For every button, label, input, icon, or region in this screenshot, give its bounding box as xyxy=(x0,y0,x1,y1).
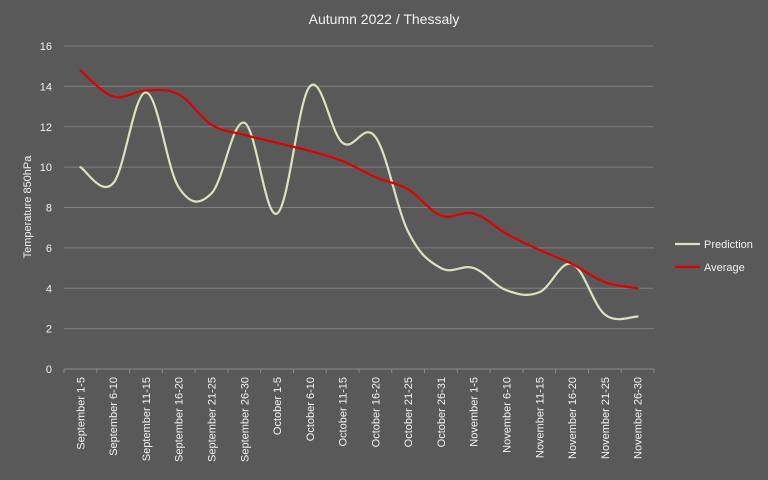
y-tick-label: 12 xyxy=(40,122,52,134)
series-line-prediction xyxy=(79,83,639,321)
x-tick-label: November 16-20 xyxy=(567,377,579,459)
x-tick-label: November 26-30 xyxy=(633,377,645,459)
y-tick-label: 10 xyxy=(40,162,52,174)
y-tick-label: 2 xyxy=(46,324,52,336)
y-tick-label: 16 xyxy=(40,41,52,53)
x-tick-label: October 21-25 xyxy=(403,377,415,447)
x-tick-label: November 11-15 xyxy=(534,377,546,458)
x-tick-label: November 21-25 xyxy=(600,377,612,459)
y-axis-label: Temperature 850hPa xyxy=(22,155,34,259)
legend-label: Prediction xyxy=(704,239,753,251)
x-tick-label: October 11-15 xyxy=(338,377,350,447)
x-tick-label: October 26-31 xyxy=(436,377,448,447)
legend-label: Average xyxy=(704,262,745,274)
y-tick-label: 14 xyxy=(40,81,52,93)
x-tick-label: October 16-20 xyxy=(370,377,382,447)
y-tick-label: 4 xyxy=(46,283,52,295)
x-tick-label: October 6-10 xyxy=(305,377,317,441)
series-line-average xyxy=(79,69,639,290)
x-tick-label: September 11-15 xyxy=(141,377,153,461)
series-lines xyxy=(79,69,639,321)
x-tick-label: September 6-10 xyxy=(108,377,120,456)
gridlines xyxy=(64,45,654,370)
x-tick-label: November 1-5 xyxy=(469,377,481,447)
legend: Prediction Average xyxy=(675,239,753,274)
x-axis-ticks: September 1-5 September 6-10 September 11-… xyxy=(63,369,655,462)
x-tick-label: October 1-5 xyxy=(272,377,284,435)
chart-title: Autumn 2022 / Thessaly xyxy=(309,11,460,27)
y-tick-label: 0 xyxy=(46,364,52,376)
x-tick-label: September 26-30 xyxy=(239,377,251,462)
y-tick-label: 8 xyxy=(46,203,52,215)
x-tick-label: September 16-20 xyxy=(174,377,186,462)
x-tick-label: November 6-10 xyxy=(502,377,514,453)
y-axis-ticks: 0 2 4 6 8 10 12 14 16 xyxy=(40,41,52,376)
x-tick-label: September 1-5 xyxy=(75,377,87,450)
x-tick-label: September 21-25 xyxy=(207,377,219,462)
y-tick-label: 6 xyxy=(46,243,52,255)
